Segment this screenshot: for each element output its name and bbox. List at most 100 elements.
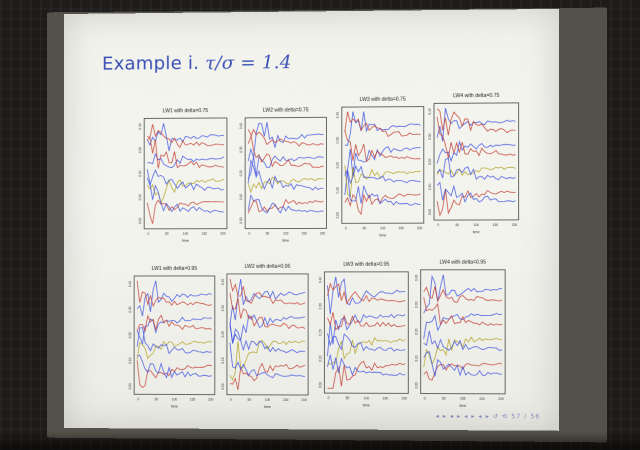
x-tick-label: 100	[460, 397, 466, 401]
series-line	[328, 312, 406, 329]
plot-panel: LW1 with delta=0.950.400.300.200.100.000…	[128, 266, 215, 409]
audience-seats-shadow	[0, 432, 640, 450]
y-tick-label: 0.00	[414, 382, 418, 389]
nav-icons: ◂ ▸ ◂ ▸ ◂ ▸ ◂ ▸ ↺ ⟲	[436, 413, 509, 420]
x-tick-label: 200	[498, 397, 504, 401]
x-tick-label: 0	[437, 223, 439, 227]
y-tick-label: 0.30	[138, 147, 142, 153]
y-tick-label: 0.30	[414, 301, 418, 308]
series-line	[328, 338, 406, 365]
x-tick-label: 200	[220, 232, 226, 236]
x-tick-label: 0	[345, 226, 347, 230]
slide-navigation: ◂ ▸ ◂ ▸ ◂ ▸ ◂ ▸ ↺ ⟲ 57 / 56	[436, 413, 541, 421]
plot-panel: LW3 with delta=0.75 0.40 0.30 0.20 0.10 0.00 0…	[336, 96, 424, 237]
series-line	[147, 137, 224, 169]
y-tick-label: 0.20	[128, 332, 132, 338]
y-tick-label: 0.00	[128, 383, 132, 389]
series-line	[230, 343, 305, 378]
y-tick-label: 0.40	[128, 281, 132, 287]
series-line	[147, 170, 224, 191]
y-tick-label: 0.10	[428, 184, 432, 191]
panel-title: LW3 with delta=0.75	[360, 97, 406, 103]
panel-title: LW4 with delta=0.75	[453, 93, 500, 99]
series-line	[137, 328, 212, 354]
x-tick-label: 150	[190, 398, 196, 402]
plot-panel: LW2 with delta=0.95 0.40 0.30 0.20 0.10 0.00 0…	[221, 264, 308, 409]
x-tick-label: 150	[479, 397, 485, 401]
series-line	[137, 341, 212, 359]
x-tick-label: 200	[320, 231, 326, 235]
panel-frame	[421, 270, 506, 394]
x-tick-label: 50	[266, 232, 270, 236]
plot-grid: LW1 with delta=0.75 0.40 0.30 0.20 0.10 0.00 0…	[64, 9, 559, 431]
x-axis-label: time	[182, 239, 189, 243]
y-tick-label: 0.00	[336, 212, 340, 219]
y-tick-label: 0.00	[239, 217, 243, 223]
y-tick-label: 0.40	[318, 277, 322, 283]
series-line	[437, 167, 515, 176]
y-tick-label: 0.20	[336, 162, 340, 169]
x-tick-label: 200	[301, 398, 307, 402]
series-line	[147, 123, 224, 151]
x-tick-label: 50	[165, 232, 169, 236]
y-tick-label: 0.40	[239, 123, 243, 130]
series-line	[230, 293, 305, 329]
y-tick-label: 0.20	[221, 331, 225, 337]
x-tick-label: 200	[417, 226, 423, 230]
series-line	[137, 281, 212, 316]
x-tick-label: 0	[248, 232, 250, 236]
plot-panel: LW2 with delta=0.750.400.300.200.100.000…	[239, 107, 326, 243]
y-tick-label: 0.10	[414, 355, 418, 362]
page-number: 57 / 56	[511, 413, 540, 420]
series-line	[345, 166, 421, 183]
plot-panel: LW1 with delta=0.750.400.300.200.100.000…	[138, 108, 227, 243]
y-tick-label: 0.30	[428, 133, 432, 140]
series-line	[137, 355, 212, 378]
x-axis-label: time	[379, 233, 386, 237]
panel-title: LW2 with delta=0.75	[263, 107, 309, 113]
x-tick-label: 150	[493, 223, 499, 227]
x-tick-label: 50	[362, 226, 366, 230]
x-axis-label: time	[264, 405, 271, 409]
x-tick-label: 0	[328, 396, 330, 400]
y-tick-label: 0.10	[336, 187, 340, 194]
x-axis-label: time	[459, 404, 466, 408]
series-line	[248, 129, 323, 146]
y-tick-label: 0.00	[221, 383, 225, 389]
x-tick-label: 100	[183, 232, 189, 236]
y-tick-label: 0.00	[428, 209, 432, 216]
series-line	[147, 124, 224, 148]
x-tick-label: 100	[283, 232, 289, 236]
x-tick-label: 0	[230, 398, 232, 402]
x-tick-label: 0	[147, 232, 149, 236]
y-tick-label: 0.30	[239, 146, 243, 152]
panel-frame	[134, 276, 215, 395]
x-tick-label: 50	[346, 396, 350, 400]
series-line	[345, 147, 421, 196]
x-tick-label: 150	[398, 226, 404, 230]
series-line	[424, 287, 502, 303]
x-tick-label: 50	[247, 398, 251, 402]
y-tick-label: 0.30	[221, 305, 225, 311]
plot-panel: LW4 with delta=0.950.400.300.200.100.000…	[414, 260, 505, 409]
x-tick-label: 0	[137, 397, 139, 401]
y-tick-label: 0.30	[336, 137, 340, 144]
series-line	[345, 130, 421, 161]
y-tick-label: 0.30	[318, 303, 322, 310]
x-axis-label: time	[282, 239, 289, 243]
x-tick-label: 150	[201, 232, 207, 236]
plot-panel: LW3 with delta=0.95 0.40 0.30 0.20 0.10 0.00 0…	[318, 262, 408, 408]
y-tick-label: 0.10	[128, 357, 132, 363]
series-line	[147, 200, 224, 224]
y-tick-label: 0.40	[336, 112, 340, 119]
x-tick-label: 50	[455, 223, 459, 227]
projected-slide: Example i. τ/σ = 1.4 LW1 with delta=0.75…	[64, 9, 559, 431]
y-tick-label: 0.20	[428, 158, 432, 165]
y-tick-label: 0.10	[318, 355, 322, 362]
y-tick-label: 0.20	[414, 328, 418, 335]
x-axis-label: time	[473, 230, 480, 234]
x-axis-label: time	[171, 404, 178, 408]
series-line	[345, 111, 421, 145]
x-tick-label: 100	[265, 398, 271, 402]
y-tick-label: 0.20	[239, 170, 243, 176]
